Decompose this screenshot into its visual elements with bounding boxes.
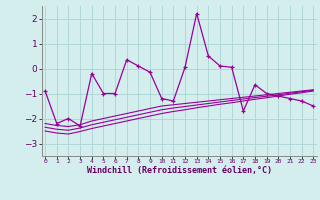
X-axis label: Windchill (Refroidissement éolien,°C): Windchill (Refroidissement éolien,°C)	[87, 166, 272, 175]
